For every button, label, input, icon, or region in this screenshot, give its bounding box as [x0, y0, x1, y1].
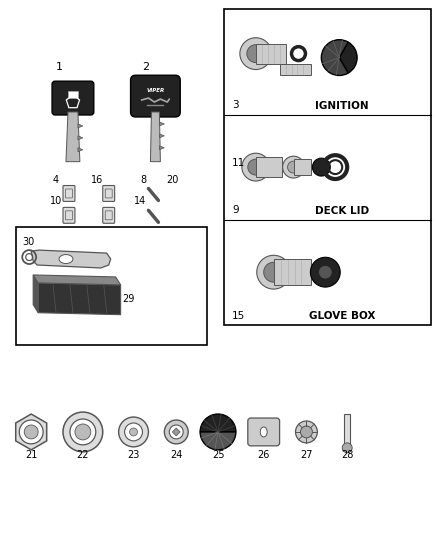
- Circle shape: [319, 266, 331, 278]
- Text: 14: 14: [134, 196, 147, 206]
- Polygon shape: [279, 63, 311, 76]
- Text: 4: 4: [53, 174, 59, 184]
- Text: IGNITION: IGNITION: [315, 101, 369, 110]
- Circle shape: [296, 421, 318, 443]
- Polygon shape: [256, 157, 282, 177]
- FancyBboxPatch shape: [131, 75, 180, 117]
- Wedge shape: [321, 40, 348, 76]
- Text: 23: 23: [127, 450, 140, 460]
- FancyBboxPatch shape: [68, 91, 78, 98]
- Text: VIPER: VIPER: [146, 87, 165, 93]
- Polygon shape: [31, 250, 111, 268]
- Polygon shape: [172, 428, 180, 436]
- Circle shape: [130, 428, 138, 436]
- Text: 20: 20: [166, 174, 179, 184]
- Circle shape: [242, 153, 270, 181]
- Text: 8: 8: [141, 174, 147, 184]
- Circle shape: [170, 425, 183, 439]
- Text: 2: 2: [142, 62, 149, 72]
- Text: 1: 1: [56, 62, 63, 72]
- Polygon shape: [38, 283, 120, 314]
- Circle shape: [342, 443, 352, 453]
- Wedge shape: [339, 42, 357, 73]
- Text: 3: 3: [232, 100, 239, 110]
- Circle shape: [264, 262, 283, 282]
- Polygon shape: [78, 136, 83, 140]
- Ellipse shape: [59, 255, 73, 263]
- Text: 22: 22: [77, 450, 89, 460]
- Text: 9: 9: [232, 205, 239, 215]
- Circle shape: [311, 257, 340, 287]
- Text: 16: 16: [91, 174, 103, 184]
- Text: DECK LID: DECK LID: [315, 206, 369, 216]
- Polygon shape: [33, 275, 120, 285]
- FancyBboxPatch shape: [248, 418, 279, 446]
- Circle shape: [300, 426, 312, 438]
- Circle shape: [164, 420, 188, 444]
- FancyBboxPatch shape: [63, 185, 75, 201]
- Circle shape: [75, 424, 91, 440]
- Text: 15: 15: [232, 311, 245, 321]
- Polygon shape: [159, 122, 164, 126]
- FancyBboxPatch shape: [103, 207, 115, 223]
- Circle shape: [283, 156, 304, 178]
- Circle shape: [247, 45, 265, 62]
- Text: 29: 29: [123, 294, 135, 304]
- FancyBboxPatch shape: [63, 207, 75, 223]
- Text: 27: 27: [300, 450, 313, 460]
- FancyBboxPatch shape: [103, 185, 115, 201]
- Circle shape: [63, 412, 103, 452]
- FancyBboxPatch shape: [16, 227, 207, 344]
- Circle shape: [248, 159, 264, 175]
- Circle shape: [70, 419, 96, 445]
- Text: 30: 30: [22, 237, 34, 247]
- Circle shape: [119, 417, 148, 447]
- Text: 26: 26: [258, 450, 270, 460]
- Polygon shape: [159, 146, 164, 150]
- Polygon shape: [16, 414, 47, 450]
- Text: 28: 28: [341, 450, 353, 460]
- Polygon shape: [159, 134, 164, 138]
- Circle shape: [240, 38, 272, 69]
- Circle shape: [312, 158, 330, 176]
- Text: 10: 10: [50, 196, 62, 206]
- Circle shape: [124, 423, 142, 441]
- Text: 11: 11: [232, 158, 245, 168]
- Polygon shape: [78, 124, 83, 128]
- Polygon shape: [344, 414, 350, 450]
- Polygon shape: [293, 159, 311, 175]
- Polygon shape: [78, 148, 83, 152]
- Circle shape: [19, 420, 43, 444]
- Wedge shape: [200, 432, 236, 450]
- Polygon shape: [33, 275, 38, 313]
- Text: 25: 25: [212, 450, 224, 460]
- Text: 21: 21: [25, 450, 37, 460]
- Polygon shape: [66, 112, 80, 161]
- Polygon shape: [256, 44, 286, 63]
- Ellipse shape: [260, 427, 267, 437]
- Text: GLOVE BOX: GLOVE BOX: [309, 311, 375, 321]
- Circle shape: [288, 161, 300, 173]
- Polygon shape: [274, 259, 311, 285]
- Circle shape: [24, 425, 38, 439]
- Wedge shape: [200, 414, 236, 432]
- FancyBboxPatch shape: [52, 81, 94, 115]
- FancyBboxPatch shape: [224, 9, 431, 325]
- Text: 24: 24: [170, 450, 183, 460]
- Polygon shape: [150, 112, 160, 161]
- Circle shape: [257, 255, 290, 289]
